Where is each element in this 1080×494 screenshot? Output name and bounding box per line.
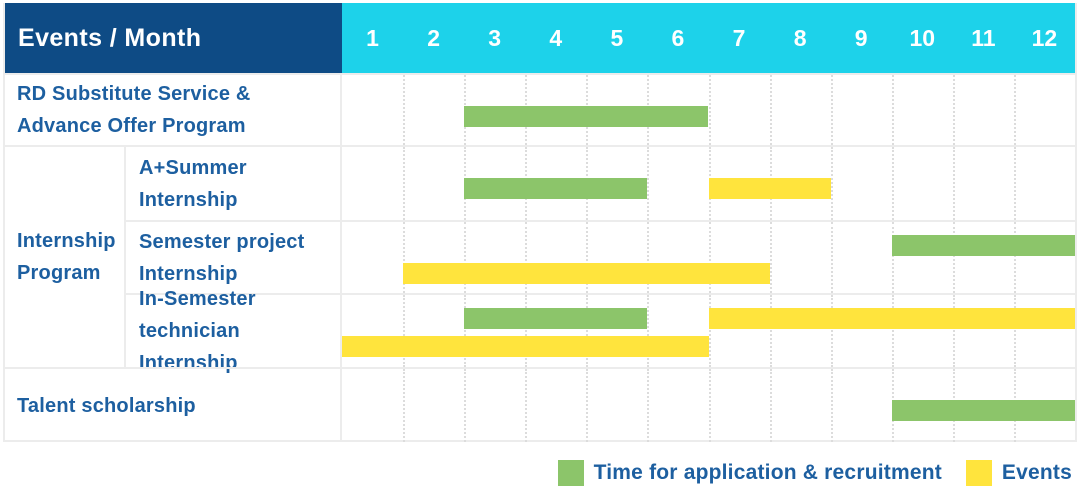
- row-label: Talent scholarship: [5, 367, 342, 442]
- month-gridline: [830, 147, 833, 220]
- legend-swatch-event: [965, 460, 992, 486]
- label-line: A+Summer: [139, 156, 247, 179]
- month-tick-3: 3: [488, 24, 502, 51]
- label-line: Program: [17, 262, 101, 284]
- legend-label: Events: [1001, 461, 1072, 484]
- month-gridline: [525, 295, 528, 367]
- month-gridline: [525, 222, 528, 293]
- row-timeline: [342, 367, 1075, 442]
- label-line: Internship: [17, 230, 116, 252]
- month-gridline: [708, 75, 711, 145]
- month-gridline: [1013, 222, 1016, 293]
- month-tick-6: 6: [671, 24, 685, 51]
- month-tick-1: 1: [366, 24, 379, 51]
- month-gridline: [1013, 295, 1016, 367]
- month-gridline: [647, 295, 650, 367]
- month-tick-12: 12: [1031, 24, 1058, 51]
- month-tick-2: 2: [427, 24, 441, 51]
- month-gridline: [464, 369, 467, 442]
- month-gridline: [708, 369, 711, 442]
- month-gridline: [586, 222, 589, 293]
- month-gridline: [891, 75, 894, 145]
- month-tick-5: 5: [610, 24, 624, 51]
- month-gridline: [830, 295, 833, 367]
- row-label: RD Substitute Service & Advance Offer Pro…: [5, 73, 342, 145]
- month-gridline: [830, 75, 833, 145]
- month-gridline: [952, 295, 955, 367]
- month-gridline: [769, 369, 772, 442]
- month-gridline: [647, 222, 650, 293]
- event-bar: [708, 178, 831, 199]
- month-gridline: [1013, 75, 1016, 145]
- row-label: Semester project Internship: [126, 220, 342, 293]
- month-gridline: [586, 369, 589, 442]
- month-gridline: [525, 369, 528, 442]
- month-gridline: [708, 295, 711, 367]
- month-gridline: [403, 75, 406, 145]
- month-gridline: [403, 369, 406, 442]
- month-gridline: [769, 222, 772, 293]
- month-tick-10: 10: [909, 24, 936, 51]
- legend-item-event: Events: [965, 460, 1072, 486]
- month-tick-11: 11: [971, 24, 996, 51]
- label-line: Advance Offer Program: [17, 115, 246, 137]
- month-tick-9: 9: [854, 24, 868, 51]
- legend-label: Time for application & recruitment: [593, 461, 942, 484]
- month-gridline: [1013, 147, 1016, 220]
- label-line: Internship: [139, 188, 238, 211]
- month-header-row: 1 2 3 4 5 6 7 8 9 10 11 12: [342, 3, 1075, 73]
- month-gridline: [769, 75, 772, 145]
- month-gridline: [952, 75, 955, 145]
- application-bar: [464, 308, 648, 329]
- application-bar: [464, 178, 648, 199]
- month-gridline: [891, 222, 894, 293]
- month-gridline: [647, 369, 650, 442]
- month-gridline: [830, 222, 833, 293]
- legend-item-application: Time for application & recruitment: [557, 460, 942, 486]
- row-label: A+Summer Internship: [126, 145, 342, 220]
- legend-swatch-application: [557, 460, 584, 486]
- month-gridline: [403, 147, 406, 220]
- month-gridline: [891, 295, 894, 367]
- row-label: In-Semester technician Internship: [126, 288, 342, 374]
- event-bar: [708, 308, 1075, 329]
- application-bar: [891, 235, 1075, 256]
- label-line: In-Semester: [139, 288, 256, 310]
- label-line: Internship: [139, 262, 238, 285]
- month-gridline: [952, 222, 955, 293]
- row-timeline: [342, 220, 1075, 293]
- month-gridline: [647, 147, 650, 220]
- month-tick-4: 4: [549, 24, 563, 51]
- events-table: Events / Month 1 2 3 4 5 6 7 8 9 10 11 12 RD Substi…: [3, 3, 1077, 442]
- event-bar: [342, 336, 709, 357]
- label-line: Talent scholarship: [17, 394, 196, 417]
- table-header-title-cell: Events / Month: [5, 3, 342, 73]
- row-timeline: [342, 145, 1075, 220]
- label-line: Semester project: [139, 230, 305, 253]
- month-tick-7: 7: [732, 24, 746, 51]
- month-gridline: [769, 295, 772, 367]
- month-tick-8: 8: [793, 24, 807, 51]
- month-gridline: [464, 295, 467, 367]
- label-line: RD Substitute Service &: [17, 83, 251, 105]
- month-gridline: [891, 147, 894, 220]
- month-gridline: [464, 222, 467, 293]
- month-gridline: [403, 295, 406, 367]
- event-bar: [403, 263, 770, 284]
- table-title: Events / Month: [18, 23, 202, 52]
- group-label: Internship Program: [5, 145, 126, 367]
- legend: Time for application & recruitment Events: [0, 453, 1072, 493]
- application-bar: [891, 400, 1075, 421]
- month-gridline: [952, 147, 955, 220]
- application-bar: [464, 106, 709, 127]
- month-gridline: [708, 222, 711, 293]
- row-timeline: [342, 73, 1075, 145]
- month-gridline: [586, 295, 589, 367]
- row-timeline: [342, 293, 1075, 367]
- month-gridline: [830, 369, 833, 442]
- month-gridline: [403, 222, 406, 293]
